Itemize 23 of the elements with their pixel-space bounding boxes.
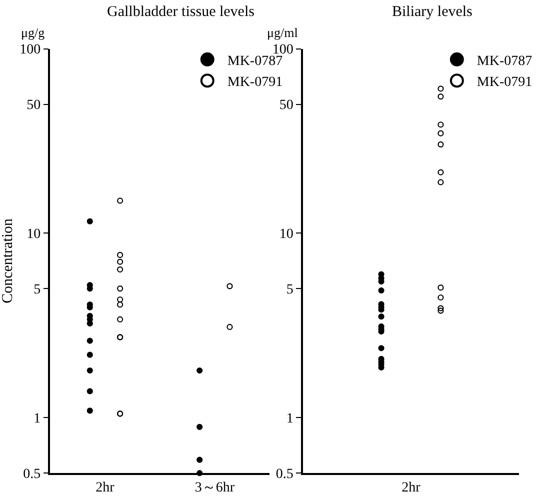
y-tick-label: 10	[26, 227, 41, 242]
legend-label: MK-0787	[227, 54, 283, 69]
x-tick-label: 3～6hr	[194, 480, 235, 496]
y-axis-title: Concentration	[0, 218, 16, 304]
x-tick-label: 2hr	[96, 480, 115, 496]
y-tick-label: 1	[34, 411, 41, 426]
y-tick-label: 0.5	[276, 467, 294, 482]
y-tick-label: 50	[26, 98, 41, 114]
chart-title: Gallbladder tissue levels	[107, 4, 255, 20]
y-tick-label: 50	[279, 98, 294, 114]
y-tick-label: 0.5	[23, 467, 41, 482]
y-tick-label: 100	[20, 42, 41, 58]
y-tick-label: 10	[279, 227, 294, 242]
y-tick-label: 5	[286, 282, 294, 298]
text: μg/ml	[267, 25, 298, 40]
y-tick-label: 1	[286, 411, 294, 426]
legend-label: MK-0787	[476, 54, 532, 69]
text: μg/g	[21, 25, 46, 40]
legend-label: MK-0791	[227, 75, 283, 90]
legend-label: MK-0791	[476, 75, 532, 90]
chart-title: Biliary levels	[392, 4, 473, 20]
y-tick-label: 5	[34, 282, 41, 298]
x-tick-label: 2hr	[402, 480, 421, 496]
